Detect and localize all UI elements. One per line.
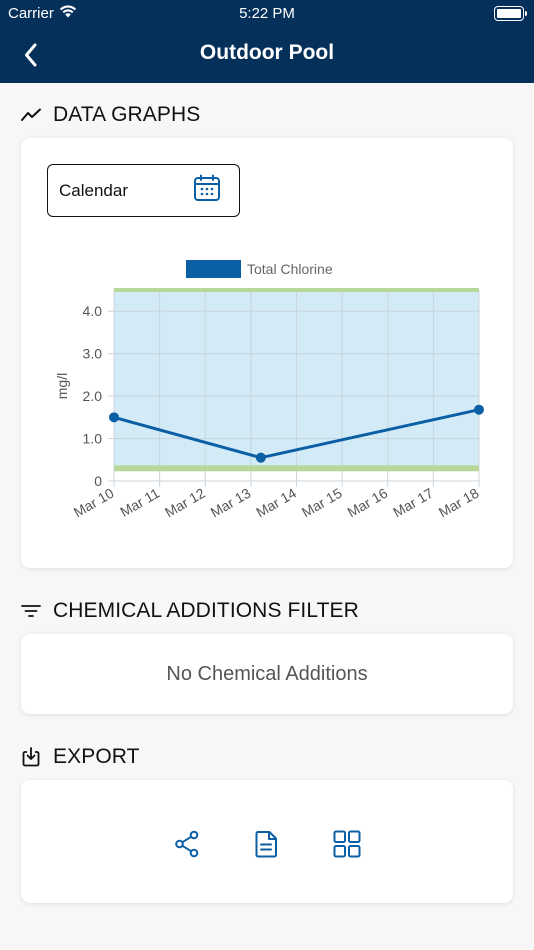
x-tick-label: Mar 10 bbox=[71, 485, 117, 521]
y-axis-label: mg/l bbox=[54, 373, 70, 399]
calendar-label: Calendar bbox=[59, 180, 128, 200]
document-button[interactable] bbox=[247, 824, 287, 864]
export-card bbox=[21, 780, 513, 903]
y-tick-label: 1.0 bbox=[83, 431, 103, 447]
x-tick-label: Mar 11 bbox=[117, 485, 162, 520]
chemical-additions-card: No Chemical Additions bbox=[21, 634, 513, 714]
data-point bbox=[474, 404, 484, 415]
section-header-data-graphs: DATA GRAPHS bbox=[20, 102, 200, 128]
carrier-label: Carrier bbox=[8, 5, 54, 22]
lower-limit-band bbox=[114, 465, 479, 472]
section-header-chemical-filter: CHEMICAL ADDITIONS FILTER bbox=[20, 598, 359, 624]
y-tick-label: 2.0 bbox=[83, 388, 103, 404]
x-tick-label: Mar 13 bbox=[208, 485, 254, 521]
legend-label: Total Chlorine bbox=[247, 261, 333, 277]
filter-icon bbox=[20, 600, 42, 622]
grid-icon bbox=[333, 830, 361, 858]
calendar-icon bbox=[193, 174, 221, 207]
wifi-icon bbox=[59, 5, 77, 22]
download-icon bbox=[20, 746, 42, 768]
calendar-button[interactable]: Calendar bbox=[47, 164, 240, 217]
y-tick-label: 3.0 bbox=[83, 346, 103, 362]
navigation-bar: Carrier 5:22 PM Outdoor Pool bbox=[0, 0, 534, 83]
share-icon bbox=[175, 830, 199, 858]
x-tick-label: Mar 17 bbox=[390, 485, 436, 521]
trend-line-icon bbox=[20, 104, 42, 126]
battery-icon bbox=[494, 6, 527, 21]
section-header-export: EXPORT bbox=[20, 744, 140, 770]
legend-swatch bbox=[186, 260, 241, 278]
y-tick-label: 0 bbox=[94, 473, 102, 489]
document-icon bbox=[255, 831, 277, 858]
chevron-left-icon bbox=[25, 43, 37, 67]
section-title: CHEMICAL ADDITIONS FILTER bbox=[53, 599, 359, 622]
x-tick-label: Mar 15 bbox=[299, 485, 345, 521]
upper-limit-band bbox=[114, 288, 479, 292]
status-time: 5:22 PM bbox=[239, 5, 295, 22]
page-title: Outdoor Pool bbox=[199, 41, 335, 64]
x-tick-label: Mar 12 bbox=[162, 485, 208, 521]
data-point bbox=[109, 412, 119, 423]
grid-button[interactable] bbox=[327, 824, 367, 864]
empty-state-text: No Chemical Additions bbox=[166, 662, 368, 685]
data-graphs-card: Calendar Total Chlorine 0 1.0 2.0 3.0 4.0 mg/l… bbox=[21, 138, 513, 568]
x-tick-label: Mar 18 bbox=[436, 485, 482, 521]
share-button[interactable] bbox=[167, 824, 207, 864]
x-tick-label: Mar 16 bbox=[345, 485, 391, 521]
section-title: DATA GRAPHS bbox=[53, 103, 201, 126]
x-tick-label: Mar 14 bbox=[253, 485, 299, 521]
y-tick-label: 4.0 bbox=[83, 303, 103, 319]
back-button[interactable] bbox=[16, 38, 46, 72]
data-point bbox=[255, 452, 266, 463]
status-carrier: Carrier bbox=[8, 5, 77, 22]
section-title: EXPORT bbox=[53, 745, 140, 768]
